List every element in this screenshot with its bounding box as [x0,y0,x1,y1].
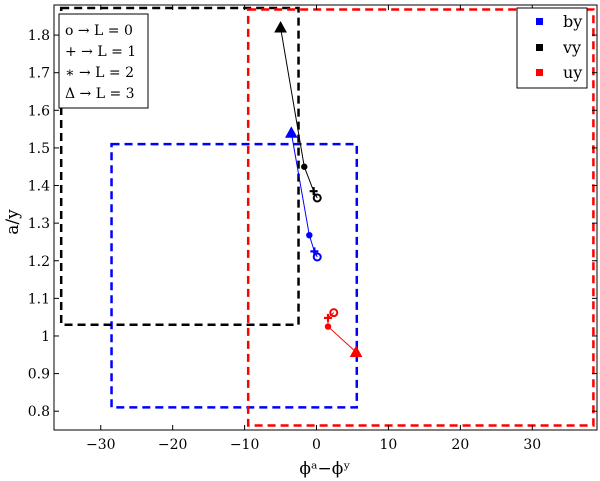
point-by-L3 [284,126,298,138]
y-tick-label: 1.2 [28,254,50,270]
point-vy-L1 [309,187,318,196]
legend-swatch-uy [536,69,543,76]
point-uy-L0 [329,308,339,318]
point-uy-L2 [324,323,332,330]
x-tick-label: 30 [523,437,541,453]
x-tick-label: 10 [380,437,398,453]
point-by-L1 [310,247,319,256]
region-box-by [110,142,359,409]
point-vy-L3 [274,21,287,33]
marker-legend-frame [58,13,149,109]
x-tick-label: −30 [86,437,116,453]
y-tick-label: 1 [41,329,50,345]
marker-legend-l2: ∗ → L = 2 [65,65,134,81]
x-tick-label: 0 [312,437,321,453]
x-axis-label: ϕᵃ−ϕʸ [299,459,350,479]
y-tick-label: 0.9 [28,367,50,383]
x-tick-label: −20 [158,437,188,453]
point-vy-L2 [301,163,308,170]
legend-swatch-vy [536,44,543,51]
point-by-L2 [306,231,313,239]
y-tick-label: 1.8 [28,28,50,44]
x-tick-label: 20 [451,437,469,453]
region-box-vy [59,6,300,326]
point-uy-L3 [349,345,363,358]
legend-swatch-by [536,18,543,25]
series-lines [280,27,357,353]
y-axis-label: a/y [3,209,23,235]
legend-label-vy: vy [562,38,581,57]
y-tick-label: 1.7 [28,66,50,82]
y-tick-label: 1.3 [28,216,50,232]
marker-legend-l1: + → L = 1 [65,44,136,60]
region-box-uy [246,8,595,427]
y-tick-label: 1.4 [28,179,50,195]
series-legend: by vy uy [516,7,588,89]
point-by-L0 [312,252,322,262]
marker-legend-l0: o → L = 0 [65,23,133,39]
y-tick-label: 1.1 [28,291,50,307]
series-legend-frame [516,7,588,89]
x-tick-label: −10 [230,437,260,453]
legend-label-uy: uy [563,63,582,82]
y-tick-label: 1.5 [28,141,50,157]
plot-frame [53,4,598,431]
series-markers [274,21,363,358]
y-tick-label: 1.6 [28,103,50,119]
point-vy-L0 [312,193,322,203]
series-line-uy [327,312,357,353]
marker-legend-l3: Δ → L = 3 [65,86,135,102]
axes: −30 −20 −10 0 10 20 30 0.8 0.9 1 1.1 1.2 1.3 1.4 1.5 1.… [28,4,598,453]
point-uy-L1 [324,313,333,322]
region-boxes [59,6,595,427]
marker-legend: o → L = 0 + → L = 1 ∗ → L = 2 Δ → L = 3 [58,13,149,109]
legend-label-by: by [563,12,582,31]
y-tick-label: 0.8 [28,404,50,420]
